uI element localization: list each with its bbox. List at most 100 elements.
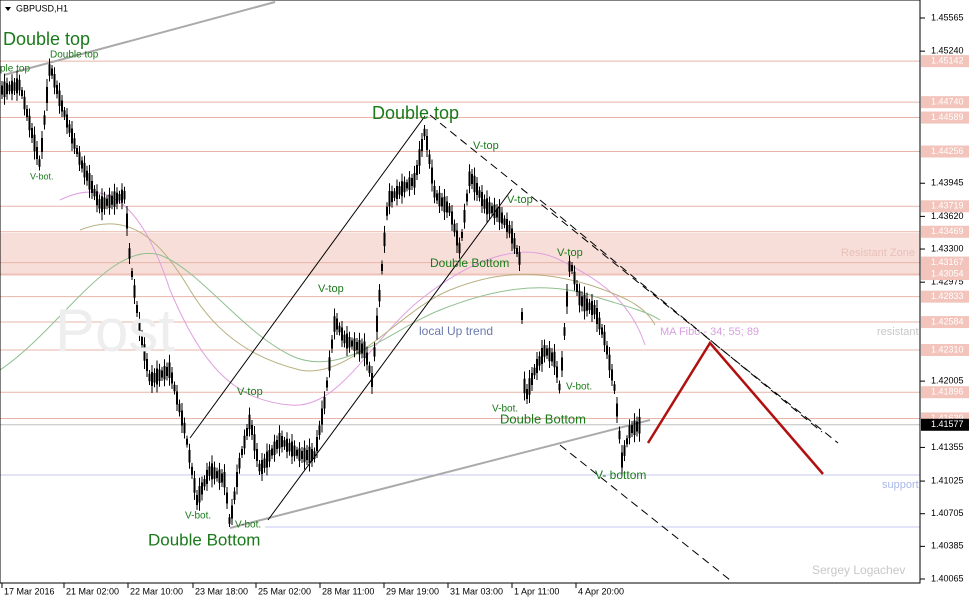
candle-body [413,173,416,188]
candle-body [13,82,16,91]
price-label: 1.40385 [931,541,964,551]
level-label: 1.44589 [931,112,964,122]
candle-body [283,440,286,447]
candle-body [368,365,371,374]
candle-body [158,369,161,381]
level-label: 1.42310 [931,344,964,354]
candle-body [491,206,493,214]
price-label: 1.40705 [931,508,964,518]
annotation: V-bot. [30,171,54,181]
candle-body [208,466,211,476]
candle-body [133,285,136,298]
candle-body [101,196,103,213]
annotation: V-bot. [566,382,592,393]
price-label: 1.45240 [931,46,964,56]
candle-body [593,304,596,315]
candle-body [141,335,143,345]
candle-body [411,178,413,186]
level-label: 1.44256 [931,146,964,156]
level-box [921,111,969,124]
candle-body [126,213,128,229]
candle-body [521,312,523,320]
candle-body [76,148,78,154]
annotation: Double Bottom [500,411,586,426]
candle-body [606,345,608,355]
candle-body [438,192,441,207]
candle-body [313,451,316,459]
price-label: 1.43620 [931,211,964,221]
candle-body [88,173,91,190]
candle-body [256,449,258,461]
candle-body [341,327,343,341]
price-label: 1.43945 [931,178,964,188]
candle-body [171,372,173,384]
candle-body [218,469,221,484]
menu-arrow[interactable] [5,7,11,11]
candle-body [611,369,613,381]
candle-body [518,252,521,265]
candle-body [66,114,68,128]
candle-body [391,191,393,203]
candle-body [573,271,576,285]
candle-body [68,124,71,133]
candle-body [476,183,478,195]
candle-body [258,463,261,472]
annotation: V-bot. [235,520,261,531]
candle-body [381,264,383,271]
candle-body [378,289,381,302]
level-label: 1.42584 [931,316,964,326]
candle-body [428,154,431,164]
ma-34 [59,191,646,406]
candle-body [223,471,226,488]
time-label: 28 Mar 11:00 [322,586,374,596]
time-label: 23 Mar 18:00 [195,586,248,596]
candle-body [398,186,401,195]
candle-body [478,190,481,198]
candle-body [426,136,428,150]
candle-body [363,341,366,358]
candle-body [191,466,193,475]
candle-body [231,505,233,519]
level-label: 1.43054 [931,268,964,278]
candle-body [493,204,496,219]
candle-body [178,403,181,413]
level-label: 1.41639 [931,413,964,423]
candle-body [513,238,516,249]
candle-body [111,195,113,205]
candle-body [138,319,141,334]
candle-body [626,438,628,445]
candle-body [568,261,571,272]
candle-body [213,467,216,479]
candle-body [143,344,146,361]
candle-body [176,391,178,405]
candle-body [501,212,503,224]
candle-body [308,446,311,464]
dashed-line [429,114,839,444]
candle-body [18,79,21,91]
candle-body [558,383,561,391]
candle-body [588,302,591,311]
price-label: 1.42975 [931,277,964,287]
candle-body [188,450,191,463]
annotation: Double Bottom [148,530,260,549]
candle-body [353,338,356,351]
symbol-title: GBPUSD,H1 [16,3,68,13]
annotation: V-top [237,386,263,398]
level-label: 1.45142 [931,56,964,66]
candle-body [366,352,368,365]
candle-body [291,441,293,457]
candle-body [403,181,406,193]
candle-body [108,194,111,208]
candle-body [326,380,328,388]
candle-body [281,436,283,447]
candle-body [496,208,498,218]
candle-body [506,219,508,232]
candle-body [423,128,426,137]
candle-body [581,296,583,307]
candle-body [516,248,518,254]
candle-body [446,201,448,213]
level-label: 1.42833 [931,291,964,301]
candle-body [181,410,183,426]
candle-body [316,437,318,451]
candle-body [346,333,348,349]
